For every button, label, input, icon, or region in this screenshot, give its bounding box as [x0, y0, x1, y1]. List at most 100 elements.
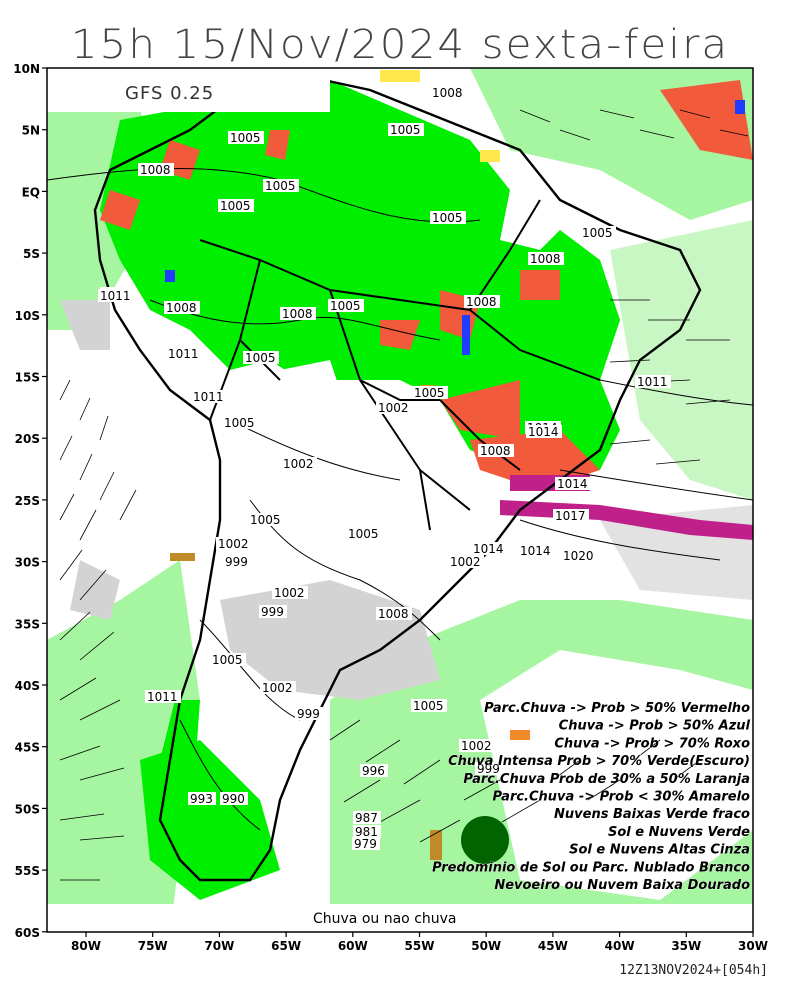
isobar-label-bg [166, 347, 202, 360]
isobar-label-bg [353, 825, 381, 838]
lat-label: 5S [23, 247, 40, 261]
lat-label: 25S [15, 494, 40, 508]
isobar-label: 1014 [520, 544, 551, 558]
isobar-label-bg [478, 444, 514, 457]
isobar-label: 1005 [582, 226, 613, 240]
isobar-label-bg [216, 537, 252, 550]
legend-entry: Sol e Nuvens Altas Cinza [569, 843, 750, 858]
lon-label: 30W [738, 939, 768, 953]
isobar-label-bg [353, 811, 381, 824]
lon-label: 45W [538, 939, 568, 953]
isobar-label-bg [98, 289, 134, 302]
isobar-label: 1011 [100, 289, 131, 303]
continent-outline [93, 73, 702, 882]
isobar-label: 999 [477, 762, 500, 776]
lat-label: 45S [15, 741, 40, 755]
gold-patch-2 [430, 830, 442, 860]
isobar-label: 981 [355, 825, 378, 839]
isobar-label-bg [191, 390, 227, 403]
high-cloud-peru [60, 300, 110, 350]
isobar-label-bg [328, 299, 364, 312]
isobar-label: 1008 [530, 252, 561, 266]
blue-patch-1 [462, 315, 470, 355]
isobar-label-bg [448, 555, 484, 568]
legend-entry: Parc.Chuva Prob de 30% a 50% Laranja [463, 772, 750, 787]
isobar-label: 999 [225, 555, 248, 569]
red-patch-2 [100, 190, 140, 230]
lat-label: 60S [15, 926, 40, 940]
isobar-label-bg [376, 401, 412, 414]
isobar-label-bg [281, 457, 317, 470]
lon-label: 75W [138, 939, 168, 953]
lon-label: 80W [71, 939, 101, 953]
isobar-label: 1008 [378, 607, 409, 621]
legend-entry: Chuva -> Prob > 50% Azul [559, 719, 751, 734]
isobar-label-bg [260, 681, 296, 694]
orange-patch-1 [510, 730, 530, 740]
isobar-label-bg [360, 764, 388, 777]
isobar-label: 1005 [265, 179, 296, 193]
isobar-label: 1002 [274, 586, 305, 600]
isobar-label-bg [164, 301, 200, 314]
isobar-label: 1011 [147, 690, 178, 704]
legend-entry: Nuvens Baixas Verde fraco [554, 807, 750, 822]
isobar-label: 1008 [166, 301, 197, 315]
red-patch-5 [440, 380, 520, 440]
isobar-label-bg [430, 86, 466, 99]
isobar-label-bg [561, 549, 597, 562]
isobar-label: 979 [354, 837, 377, 851]
isobar-label-bg [412, 386, 448, 399]
isobar-label: 1005 [390, 123, 421, 137]
bottom-label: Chuva ou nao chuva [313, 911, 457, 927]
rain-sun-clouds-area [100, 80, 620, 470]
isobar-label-bg [222, 416, 258, 429]
isobar-label: 1008 [282, 307, 313, 321]
isobar-label: 1002 [283, 457, 314, 471]
lat-label: 20S [15, 432, 40, 446]
isobar-label-bg [220, 792, 248, 805]
isobar-label: 1002 [450, 555, 481, 569]
isobar-label: 1014 [473, 542, 504, 556]
isobar-label-bg [243, 351, 279, 364]
legend-entry: Parc.Chuva -> Prob > 50% Vermelho [484, 701, 750, 716]
isobar-label-bg [518, 544, 554, 557]
lat-label: 30S [15, 556, 40, 570]
lon-label: 65W [271, 939, 301, 953]
isobar-label-bg [528, 252, 564, 265]
yellow-patch-2 [480, 150, 500, 162]
isobar-label: 1017 [555, 509, 586, 523]
chile-green [160, 700, 200, 770]
legend-entry: Predominio de Sol ou Parc. Nublado Branc… [432, 860, 750, 875]
red-patch-3 [265, 130, 290, 160]
lat-label: 5N [22, 124, 40, 138]
lat-label: EQ [22, 185, 40, 199]
legend-entry: Nevoeiro ou Nuvem Baixa Dourado [494, 878, 750, 893]
legend-entry: Parc.Chuva -> Prob < 30% Amarelo [492, 790, 750, 805]
isobar-label-bg [553, 509, 589, 522]
isobar-label-bg [138, 163, 174, 176]
clear-area-center [230, 380, 460, 480]
lat-label: 35S [15, 617, 40, 631]
isobar-label-bg [526, 425, 562, 438]
isobar-label: 1005 [224, 416, 255, 430]
isobar-label: 1002 [461, 739, 492, 753]
isobar-label: 1011 [168, 347, 199, 361]
red-patch-atlantic [660, 80, 753, 160]
isobar-label-bg [459, 739, 495, 752]
lon-label: 60W [338, 939, 368, 953]
isobar-label-bg [223, 555, 251, 568]
red-patch-8 [380, 320, 420, 350]
yellow-patch-1 [380, 70, 420, 82]
map-title: 15h 15/Nov/2024 sexta-feira [70, 22, 730, 68]
isobar-label-bg [228, 131, 264, 144]
isobar-label-bg [188, 792, 216, 805]
isobar-label-bg [475, 762, 503, 775]
country-borders [199, 199, 601, 531]
lat-label: 55S [15, 864, 40, 878]
latitude-axis: 10N 5N EQ 5S 10S 15S 20S 25S 30S 35S 40S 45S 50S 55S 6… [13, 62, 47, 940]
isobar-label: 987 [355, 811, 378, 825]
isobar-label: 1005 [212, 653, 243, 667]
isobar-label: 1005 [414, 386, 445, 400]
blue-patch-3 [735, 100, 745, 114]
